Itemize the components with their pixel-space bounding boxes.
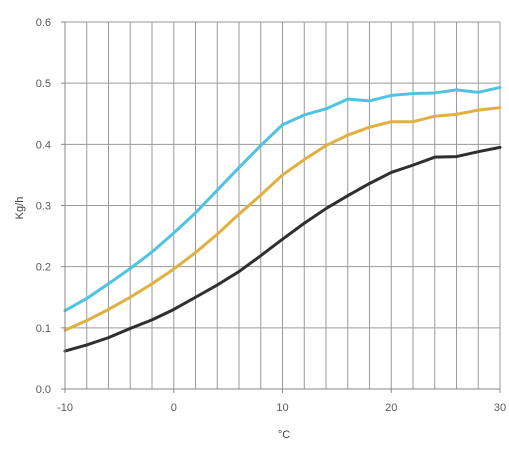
x-tick-label: -10	[57, 402, 73, 414]
series-line-1	[63, 85, 502, 313]
x-tick-label: 20	[385, 402, 397, 414]
y-tick-label: 0.4	[36, 139, 51, 151]
grid	[65, 21, 501, 389]
y-tick-label: 0.6	[36, 17, 51, 29]
y-tick-label: 0.0	[36, 384, 51, 396]
y-axis-title: Kg/h	[14, 197, 26, 220]
y-tick-label: 0.1	[36, 323, 51, 335]
series-line-2	[63, 106, 502, 332]
series-lines	[63, 85, 502, 353]
x-tick-label: 30	[494, 402, 506, 414]
x-tick-label: 0	[171, 402, 177, 414]
y-tick-label: 0.3	[36, 201, 51, 213]
series-line-3	[63, 145, 502, 353]
y-tick-label: 0.2	[36, 262, 51, 274]
axes: 0.0 0.1 0.2 0.3 0.4 0.5 0.6 -10 0 10 20 30	[36, 17, 506, 414]
y-tick-label: 0.5	[36, 78, 51, 90]
x-axis-title: °C	[278, 429, 290, 441]
x-tick-label: 10	[276, 402, 288, 414]
